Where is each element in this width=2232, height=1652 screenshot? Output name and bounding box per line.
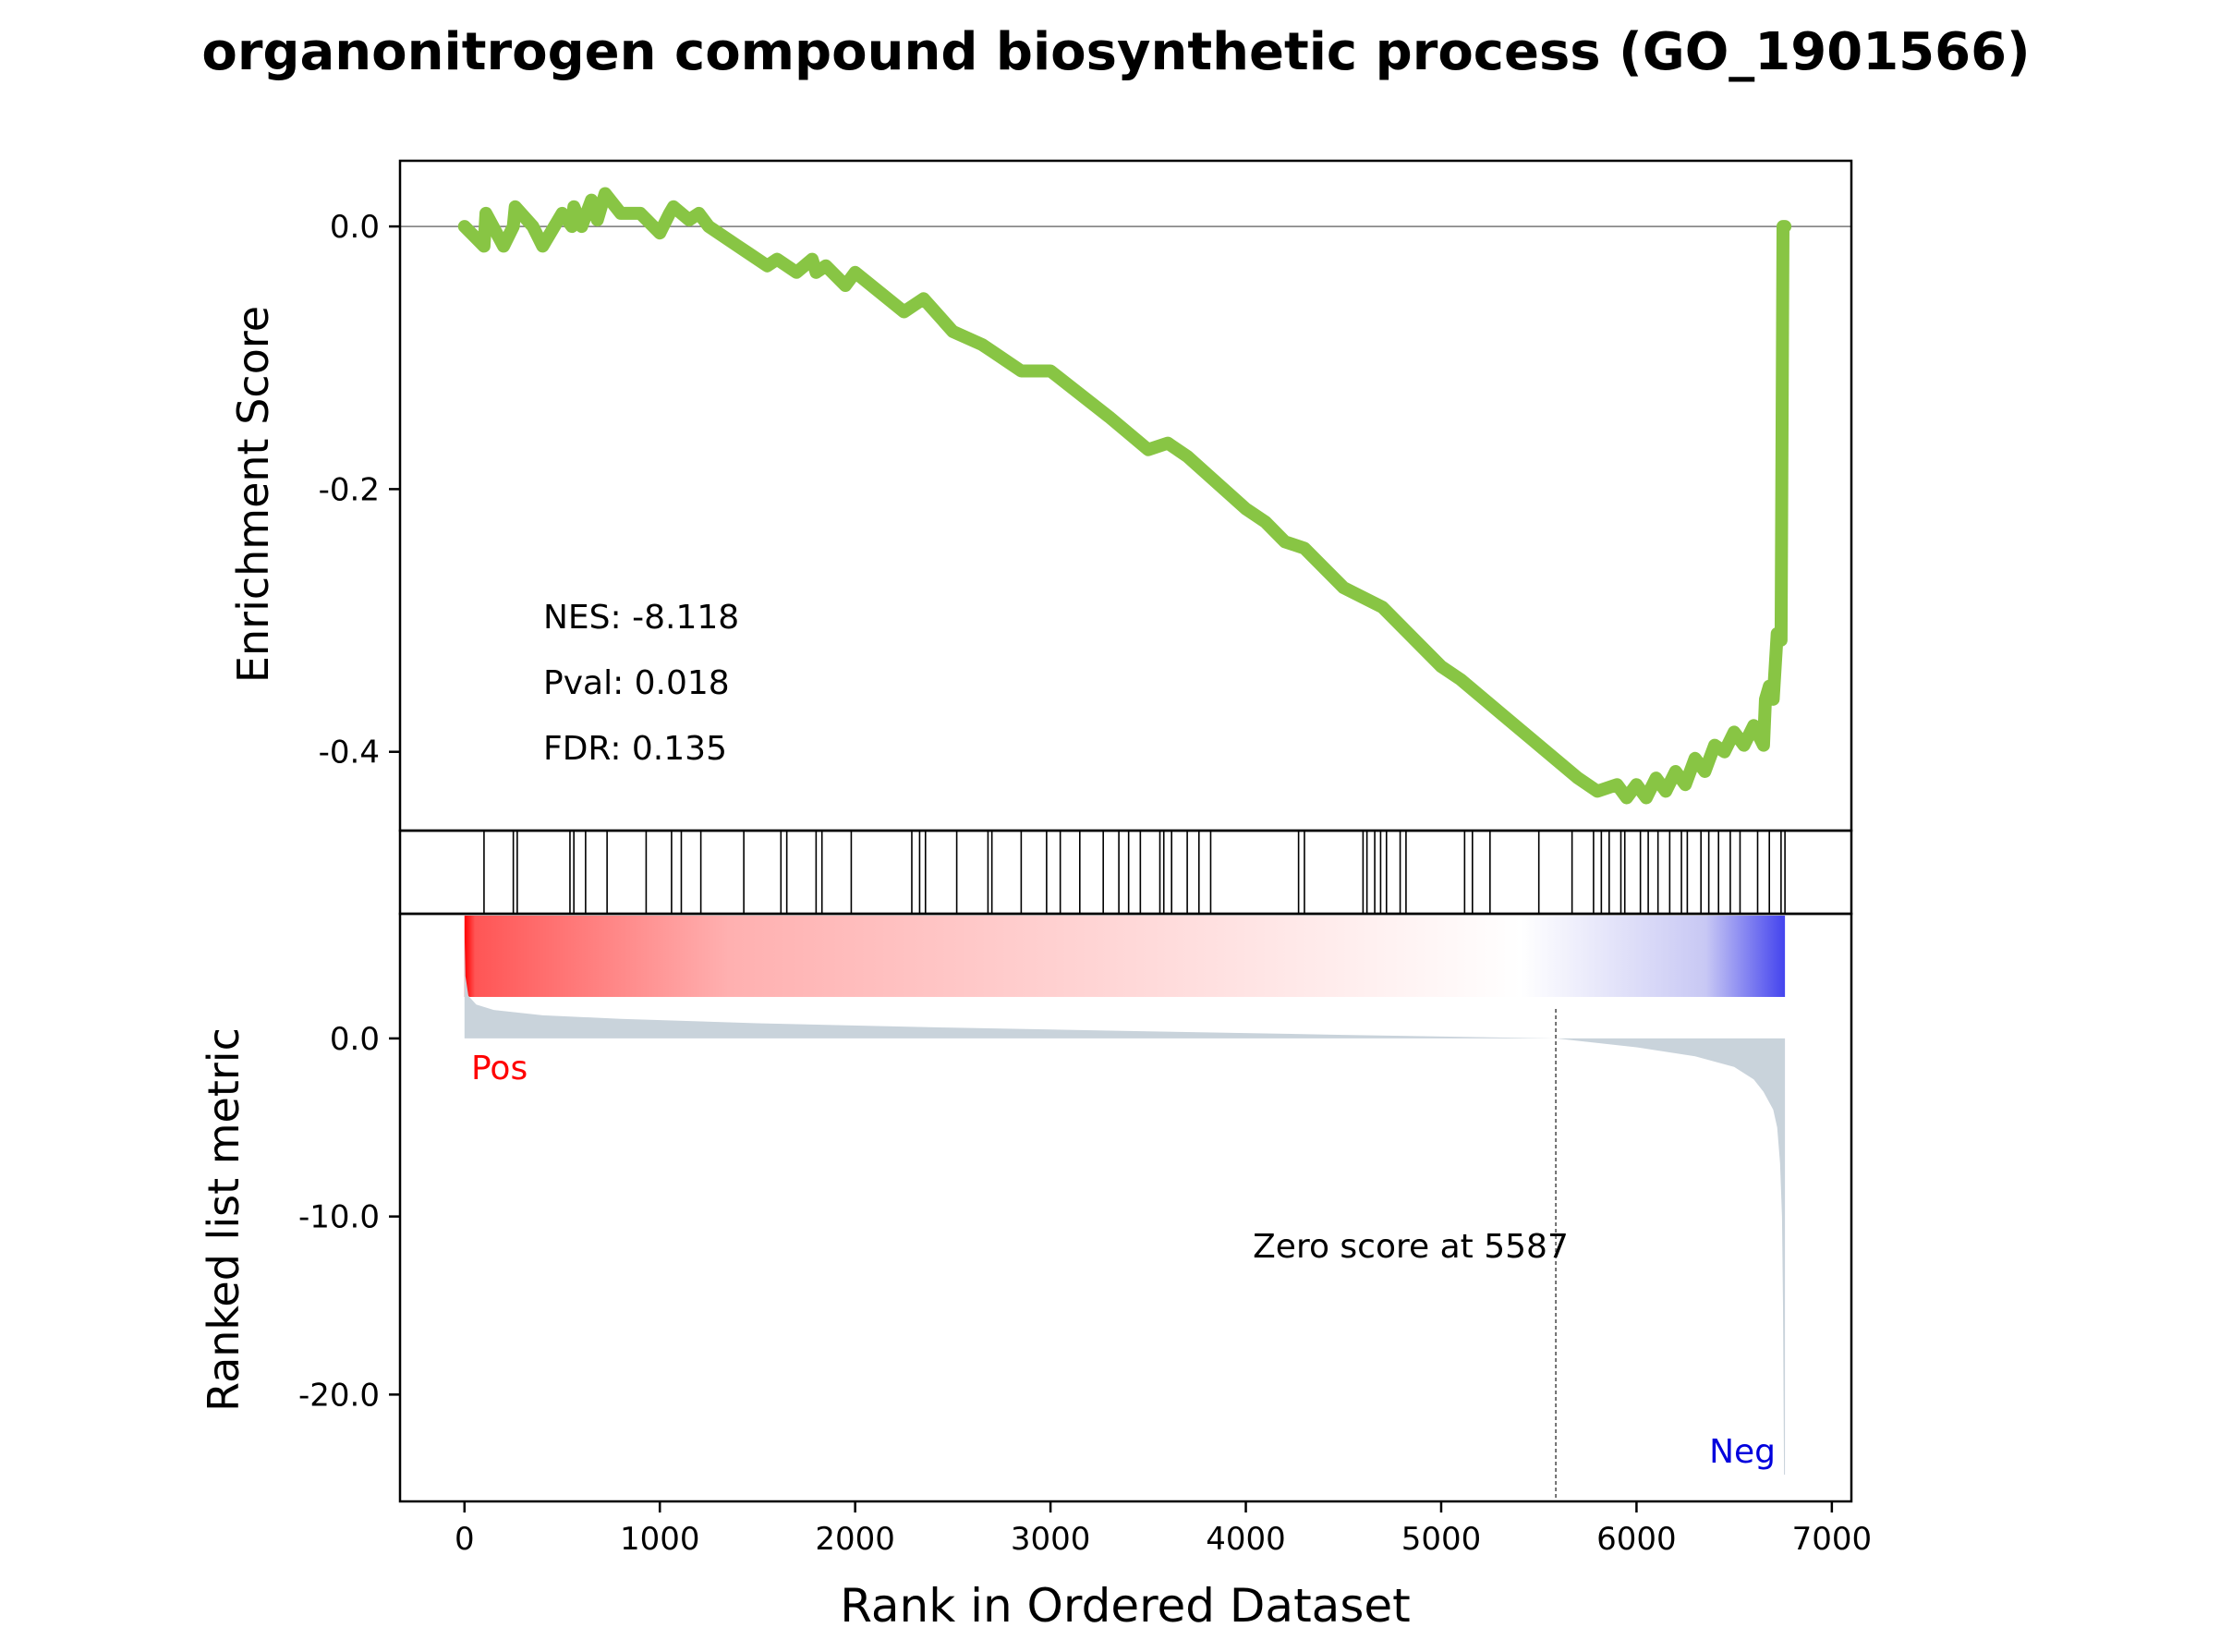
x-tick-label: 2000 [815, 1521, 895, 1558]
enrichment-score-line [457, 187, 1792, 805]
x-tick-label: 3000 [1011, 1521, 1091, 1558]
metric-panel-frame [398, 912, 1853, 1503]
x-tick-label: 6000 [1596, 1521, 1677, 1558]
chart-title: organonitrogen compound biosynthetic pro… [201, 22, 2030, 82]
x-tick-label: 1000 [620, 1521, 700, 1558]
es-y-tick-label: 0.0 [330, 209, 380, 246]
pval-annotation: Pval: 0.018 [543, 664, 730, 702]
x-tick-label: 0 [455, 1521, 475, 1558]
x-tick-label: 7000 [1792, 1521, 1873, 1558]
metric-y-tick-label: -10.0 [298, 1199, 380, 1236]
zero-score-annotation: Zero score at 5587 [1253, 1228, 1569, 1266]
x-axis: 0 1000 2000 3000 4000 5000 6000 7000 [455, 1501, 1872, 1558]
x-axis-label: Rank in Ordered Dataset [840, 1579, 1410, 1633]
es-y-axis: 0.0 -0.2 -0.4 [319, 209, 400, 771]
ranked-metric-area [464, 931, 1786, 1476]
es-y-tick-label: -0.4 [319, 735, 380, 771]
hit-marks [483, 831, 1786, 914]
metric-y-label: Ranked list metric [199, 1027, 249, 1412]
fdr-annotation: FDR: 0.135 [543, 730, 727, 768]
x-tick-label: 5000 [1401, 1521, 1482, 1558]
x-tick-label: 4000 [1206, 1521, 1286, 1558]
hits-panel [398, 829, 1853, 916]
pos-label: Pos [471, 1050, 528, 1087]
metric-y-tick-label: 0.0 [330, 1021, 380, 1058]
metric-y-tick-label: -20.0 [298, 1377, 380, 1414]
es-y-tick-label: -0.2 [319, 471, 380, 508]
rank-heatmap-bar [464, 916, 1786, 997]
enrichment-panel: 0.0 -0.2 -0.4 Enrichment Score NES: -8.118… [228, 159, 1853, 832]
neg-label: Neg [1709, 1433, 1776, 1471]
metric-y-axis: 0.0 -10.0 -20.0 [298, 1021, 400, 1414]
hits-panel-frame [398, 829, 1853, 916]
metric-panel: Pos Neg Zero score at 5587 0.0 -10.0 -20.0… [199, 912, 1853, 1503]
nes-annotation: NES: -8.118 [543, 599, 739, 637]
es-y-label: Enrichment Score [228, 306, 278, 683]
